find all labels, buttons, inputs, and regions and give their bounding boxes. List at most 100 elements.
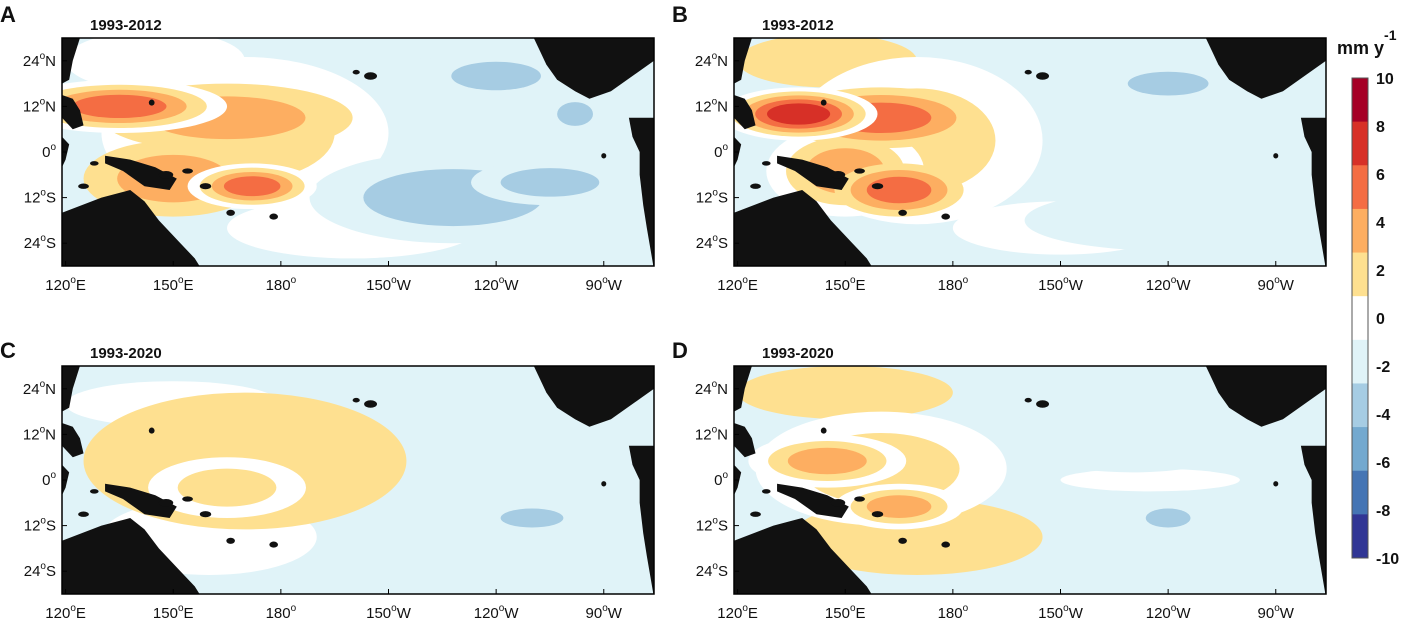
island [364,400,378,408]
trend-cell [500,168,600,197]
colorbar-tick-label: -6 [1376,455,1390,472]
colorbar-swatch [1352,383,1368,428]
island [148,427,155,434]
land-mass [734,423,756,458]
island [199,511,212,518]
x-tick-label: 90oW [586,603,623,622]
x-tick-label: 150oE [825,275,866,294]
trend-cell [767,103,831,125]
island [941,213,950,220]
period-label: 1993-2012 [90,17,162,34]
colorbar-swatch [1352,165,1368,210]
period-label: 1993-2012 [762,17,834,34]
y-tick-label: 12oS [696,516,728,535]
trend-cell [451,61,541,91]
x-tick-label: 120oE [45,275,86,294]
colorbar-tick-label: -2 [1376,359,1390,376]
panel-label: C [0,338,16,363]
island [182,168,193,174]
colorbar-swatch [1352,514,1368,559]
x-tick-label: 150oE [153,275,194,294]
map-field [62,366,654,594]
trend-cell [737,366,953,420]
island [1036,72,1050,80]
land-mass [777,483,849,518]
colorbar-swatch [1352,470,1368,515]
land-mass [62,518,200,594]
map-field [734,38,1326,266]
land-mass [777,155,849,190]
x-tick-label: 120oE [717,275,758,294]
island [1036,400,1050,408]
x-tick-label: 150oW [1038,603,1084,622]
y-tick-label: 24oS [696,561,728,580]
island [1273,481,1279,487]
trend-cell [866,176,932,204]
island [871,511,884,518]
y-tick-label: 12oN [23,424,56,443]
y-tick-label: 12oN [695,96,728,115]
island [871,183,884,190]
land-mass [62,38,80,84]
land-mass [62,423,84,458]
colorbar-swatch [1352,208,1368,254]
y-tick-label: 24oN [23,51,56,70]
island [226,537,235,544]
y-tick-label: 12oN [23,96,56,115]
y-tick-label: 0o [714,142,728,161]
island [78,183,89,189]
trend-cell [1145,508,1191,528]
x-tick-label: 180o [266,275,297,294]
panel-label: A [0,2,16,27]
colorbar-swatch [1352,427,1368,472]
island [158,499,174,507]
colorbar-swatch [1352,121,1368,166]
y-tick-label: 12oN [695,424,728,443]
x-tick-label: 90oW [1258,275,1295,294]
y-tick-label: 24oS [24,561,56,580]
panel-a: A 1993-2012 120oE 150oE 180o 150oW 120oW 90oW 24… [0,2,655,294]
colorbar-frame [1351,77,1369,559]
island [941,541,950,548]
trend-cell [866,495,932,518]
colorbar-swatch [1352,78,1368,123]
land-mass [628,117,654,266]
map-field [62,38,654,266]
colorbar-unit: mm y-1 [1337,27,1397,58]
trend-cell [1006,396,1258,473]
island [830,171,846,179]
panel-label: D [672,338,688,363]
x-tick-label: 180o [266,603,297,622]
land-mass [62,366,80,412]
colorbar-tick-label: 10 [1376,71,1394,88]
land-mass [62,190,200,266]
y-tick-label: 0o [42,142,56,161]
x-tick-label: 120oW [474,603,520,622]
island [158,171,174,179]
land-mass [734,518,872,594]
colorbar-swatch [1352,339,1368,384]
x-tick-label: 120oW [474,275,520,294]
x-tick-label: 180o [938,275,969,294]
y-tick-label: 24oS [24,233,56,252]
island [854,496,865,502]
island [761,161,771,166]
x-tick-label: 150oW [366,275,412,294]
island [1273,153,1279,159]
period-label: 1993-2020 [762,345,834,362]
colorbar-tick-label: 2 [1376,263,1385,280]
colorbar-tick-label: -4 [1376,407,1390,424]
island [854,168,865,174]
island [182,496,193,502]
colorbar: 10 8 6 4 2 0 -2 -4 -6 -8 -10 mm y-1 [1337,27,1399,568]
colorbar-tick-label: -10 [1376,551,1399,568]
colorbar-tick-label: 6 [1376,167,1385,184]
panel-label: B [672,2,688,27]
island [601,153,607,159]
y-tick-label: 24oN [695,379,728,398]
island [269,213,278,220]
x-tick-label: 120oE [45,603,86,622]
panel-b: B 1993-2012 120oE 150oE 180o 150oW 120oW 90oW 24… [672,2,1327,294]
island [89,489,99,494]
